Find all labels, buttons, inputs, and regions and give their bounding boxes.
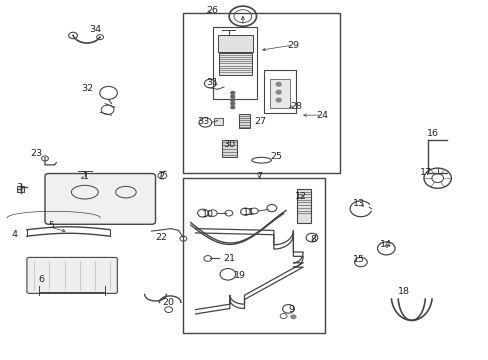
Bar (270, 79, 289, 108)
Text: 20: 20 (163, 298, 174, 307)
Text: 2: 2 (158, 172, 164, 181)
Bar (218, 35, 253, 52)
Text: 28: 28 (289, 102, 301, 111)
Text: 23: 23 (31, 149, 42, 158)
Text: 17: 17 (419, 168, 430, 177)
Text: 14: 14 (380, 240, 391, 249)
Text: 34: 34 (89, 25, 101, 34)
Text: 32: 32 (81, 84, 93, 93)
Text: 22: 22 (155, 233, 167, 242)
Text: 13: 13 (353, 199, 365, 208)
Text: 27: 27 (254, 117, 266, 126)
Text: 11: 11 (243, 208, 255, 217)
Text: 24: 24 (316, 111, 328, 120)
Bar (264, 70, 295, 113)
Circle shape (230, 99, 234, 102)
Text: 25: 25 (270, 152, 282, 161)
Text: 18: 18 (397, 287, 408, 296)
Text: 7: 7 (256, 172, 262, 181)
FancyBboxPatch shape (27, 257, 117, 293)
Text: 12: 12 (294, 192, 306, 201)
Text: 19: 19 (233, 271, 245, 280)
Bar (183, 13, 339, 173)
Circle shape (276, 98, 281, 102)
Bar (214, 118, 223, 125)
Text: 15: 15 (353, 255, 365, 264)
Bar (222, 140, 236, 157)
Circle shape (276, 82, 281, 86)
Bar (297, 189, 310, 223)
Circle shape (276, 80, 281, 84)
Bar (183, 178, 325, 333)
Circle shape (276, 96, 281, 100)
Circle shape (230, 95, 234, 98)
Text: 5: 5 (48, 220, 54, 230)
Text: 4: 4 (12, 230, 18, 239)
Text: 30: 30 (223, 140, 234, 149)
Text: 9: 9 (287, 305, 293, 314)
Bar (238, 114, 250, 128)
Circle shape (290, 315, 295, 319)
Bar (219, 53, 252, 75)
Text: 8: 8 (309, 235, 315, 244)
Text: 33: 33 (196, 117, 209, 126)
FancyBboxPatch shape (45, 174, 155, 224)
Text: 26: 26 (206, 6, 218, 15)
Bar (212, 27, 256, 99)
Text: 3: 3 (17, 183, 22, 192)
Text: 29: 29 (287, 41, 299, 50)
Text: 1: 1 (82, 172, 88, 181)
Circle shape (276, 88, 281, 92)
Circle shape (230, 91, 234, 94)
Circle shape (230, 106, 234, 109)
Text: 21: 21 (223, 254, 234, 263)
Text: 10: 10 (202, 210, 213, 219)
Text: 16: 16 (426, 129, 438, 138)
Circle shape (276, 90, 281, 94)
Bar (17, 186, 24, 192)
Text: 31: 31 (206, 78, 218, 87)
Text: 6: 6 (39, 274, 44, 284)
Circle shape (230, 102, 234, 105)
